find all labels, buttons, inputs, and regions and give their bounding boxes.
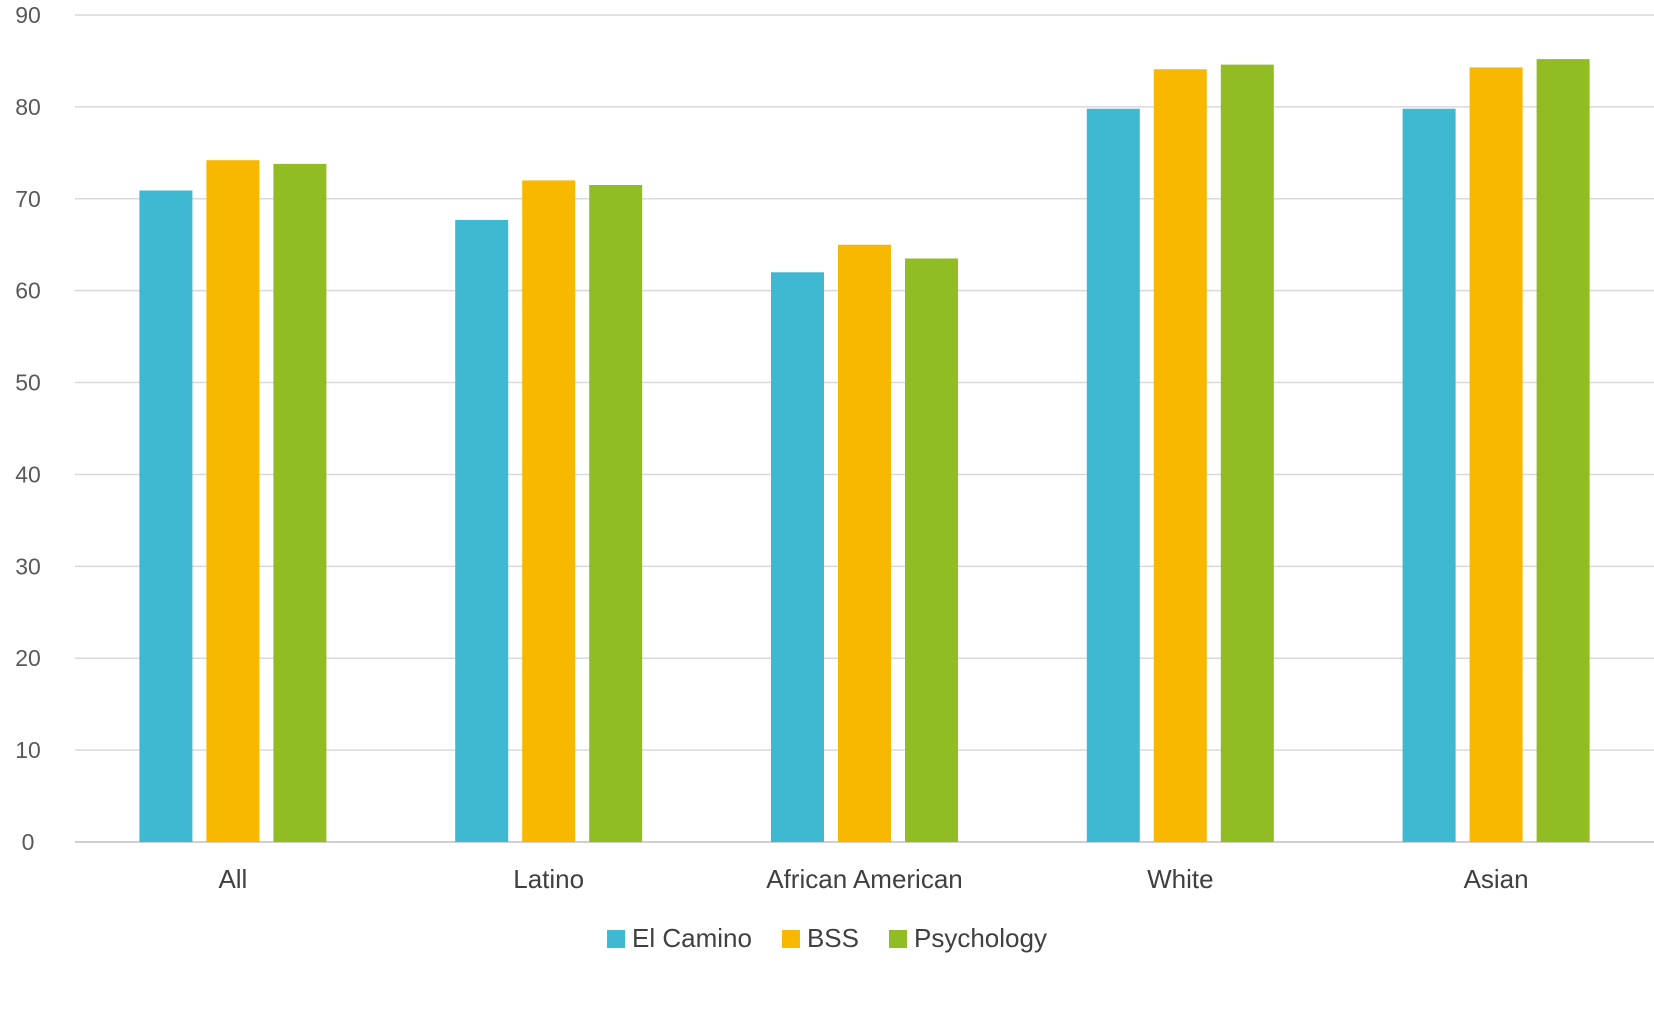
bar-psychology bbox=[1220, 64, 1274, 843]
y-tick-label: 50 bbox=[15, 370, 41, 396]
bar-bss bbox=[838, 244, 891, 842]
y-tick-label: 20 bbox=[15, 645, 41, 671]
bar-el-camino bbox=[771, 272, 824, 842]
x-category-label: Latino bbox=[513, 864, 584, 894]
y-tick-label: 90 bbox=[15, 2, 41, 28]
x-axis-labels: All Latino African American White Asian bbox=[218, 864, 1528, 894]
x-category-label: Asian bbox=[1464, 864, 1529, 894]
bar-el-camino bbox=[139, 190, 193, 842]
legend-label: El Camino bbox=[632, 923, 752, 953]
x-category-label: White bbox=[1147, 864, 1213, 894]
y-tick-label: 0 bbox=[22, 829, 35, 855]
legend: El Camino BSS Psychology bbox=[607, 923, 1047, 953]
x-category-label: African American bbox=[766, 864, 963, 894]
y-tick-label: 30 bbox=[15, 553, 41, 579]
bar-bss bbox=[522, 180, 576, 842]
legend-swatch bbox=[607, 930, 626, 948]
bar-el-camino bbox=[1086, 108, 1140, 842]
bar-psychology bbox=[589, 184, 643, 842]
y-tick-label: 70 bbox=[15, 186, 41, 212]
bar-bss bbox=[206, 160, 260, 842]
bar-el-camino bbox=[455, 219, 509, 842]
y-tick-label: 60 bbox=[15, 278, 41, 304]
bar-bss bbox=[1469, 67, 1523, 843]
y-axis-ticks: 0 10 20 30 40 50 60 70 80 90 bbox=[15, 2, 41, 855]
bar-psychology bbox=[1536, 59, 1590, 842]
legend-label: BSS bbox=[807, 923, 859, 953]
legend-swatch bbox=[781, 930, 800, 948]
y-tick-label: 40 bbox=[15, 461, 41, 487]
y-tick-label: 10 bbox=[15, 737, 41, 763]
bar-psychology bbox=[273, 163, 327, 843]
bar-bss bbox=[1153, 69, 1207, 842]
y-tick-label: 80 bbox=[15, 94, 41, 120]
legend-swatch bbox=[889, 930, 907, 948]
bar-psychology bbox=[905, 258, 958, 842]
legend-label: Psychology bbox=[914, 923, 1047, 953]
x-category-label: All bbox=[218, 864, 247, 894]
bar-el-camino bbox=[1402, 108, 1456, 842]
bars bbox=[139, 59, 1590, 843]
